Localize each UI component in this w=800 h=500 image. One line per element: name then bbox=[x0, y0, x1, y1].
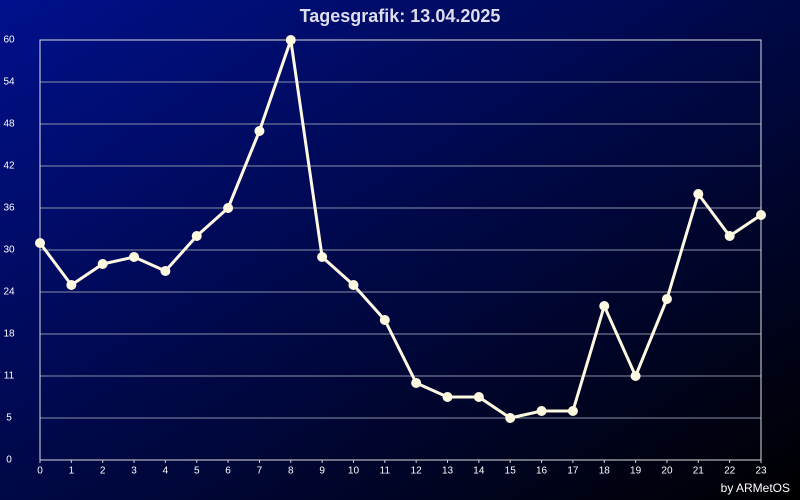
x-tick-label: 7 bbox=[257, 466, 263, 477]
x-tick-label: 13 bbox=[442, 466, 454, 477]
data-point bbox=[630, 371, 641, 381]
x-tick-label: 4 bbox=[163, 466, 169, 477]
x-tick-label: 9 bbox=[319, 466, 325, 477]
x-tick-label: 11 bbox=[380, 466, 391, 477]
data-line bbox=[38, 38, 762, 420]
data-point bbox=[442, 392, 453, 402]
x-tick-label: 20 bbox=[661, 466, 673, 477]
data-point bbox=[473, 392, 484, 402]
data-point bbox=[756, 210, 766, 220]
x-tick-label: 15 bbox=[505, 466, 517, 477]
x-tick-label: 16 bbox=[536, 466, 548, 477]
data-point bbox=[693, 189, 704, 199]
x-tick-label: 12 bbox=[411, 466, 423, 477]
x-tick-label: 22 bbox=[724, 466, 736, 477]
data-point bbox=[160, 266, 171, 276]
x-tick-label: 18 bbox=[599, 466, 611, 477]
x-tick-label: 19 bbox=[630, 466, 642, 477]
y-tick-label: 36 bbox=[3, 203, 15, 214]
x-tick-label: 6 bbox=[225, 466, 231, 477]
data-point bbox=[66, 280, 77, 290]
y-tick-label: 42 bbox=[3, 161, 15, 172]
chart-title: Tagesgrafik: 13.04.2025 bbox=[300, 6, 501, 26]
x-tick-label: 5 bbox=[194, 466, 200, 477]
y-tick-label: 0 bbox=[6, 455, 12, 466]
data-point bbox=[348, 280, 359, 290]
data-point bbox=[567, 406, 578, 416]
data-point bbox=[379, 315, 390, 325]
x-tick-label: 3 bbox=[131, 466, 137, 477]
data-point bbox=[411, 378, 422, 388]
data-point bbox=[536, 406, 547, 416]
data-point bbox=[191, 231, 202, 241]
x-tick-label: 23 bbox=[755, 466, 767, 477]
footer: by ARMetOS bbox=[721, 481, 790, 495]
x-tick-label: 2 bbox=[100, 466, 106, 477]
data-point bbox=[129, 252, 140, 262]
y-tick-label: 5 bbox=[6, 413, 12, 424]
x-tick-label: 8 bbox=[288, 466, 294, 477]
plot-border bbox=[39, 39, 762, 461]
y-tick-label: 54 bbox=[3, 77, 15, 88]
x-tick-label: 1 bbox=[69, 466, 75, 477]
data-point bbox=[254, 126, 265, 136]
x-tick-label: 17 bbox=[567, 466, 579, 477]
x-tick-label: 0 bbox=[37, 466, 43, 477]
data-point bbox=[724, 231, 735, 241]
y-tick-label: 48 bbox=[3, 119, 15, 130]
data-point bbox=[223, 203, 234, 213]
x-tick-label: 14 bbox=[473, 466, 485, 477]
data-point bbox=[661, 294, 672, 304]
x-tick-label: 21 bbox=[693, 466, 705, 477]
y-tick-label: 18 bbox=[3, 329, 15, 340]
y-tick-label: 24 bbox=[3, 287, 15, 298]
data-point bbox=[599, 301, 610, 311]
data-point bbox=[97, 259, 108, 269]
data-point bbox=[35, 238, 45, 248]
data-point bbox=[505, 413, 516, 423]
y-tick-label: 11 bbox=[4, 371, 15, 382]
data-point bbox=[285, 35, 296, 45]
y-tick-label: 60 bbox=[3, 35, 15, 46]
x-tick-label: 10 bbox=[348, 466, 360, 477]
y-tick-label: 30 bbox=[3, 245, 15, 256]
data-point bbox=[317, 252, 328, 262]
